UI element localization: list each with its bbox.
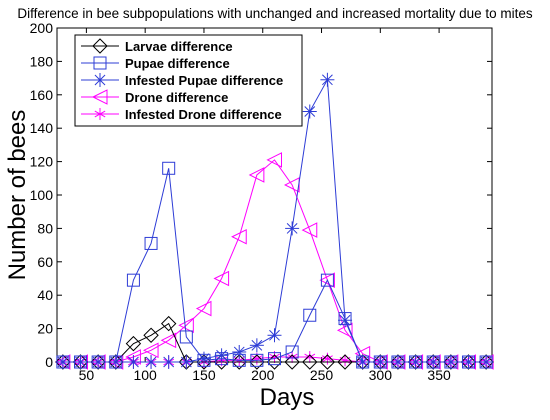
data-point: [461, 355, 476, 369]
y-tick-label: 120: [30, 154, 54, 170]
x-axis-label: Days: [260, 384, 315, 411]
legend-label: Infested Drone difference: [125, 107, 282, 122]
data-point: [320, 273, 334, 287]
data-point: [162, 161, 176, 175]
data-point: [161, 355, 176, 369]
data-point: [268, 352, 281, 366]
legend-label: Pupae difference: [125, 56, 230, 71]
data-point: [55, 355, 70, 369]
x-tick-label: 50: [79, 367, 95, 383]
legend-marker: [93, 73, 107, 87]
data-point: [267, 328, 282, 343]
data-point: [142, 342, 159, 359]
data-point: [303, 308, 317, 322]
y-tick-label: 20: [37, 321, 53, 337]
data-point: [443, 355, 458, 369]
legend-marker: [94, 108, 106, 120]
y-tick-label: 140: [30, 120, 54, 136]
data-point: [285, 345, 299, 359]
legend-marker: [91, 89, 108, 105]
data-point: [126, 273, 140, 287]
legend: Larvae difference Pupae difference Infeste…: [74, 34, 303, 127]
data-point: [302, 104, 317, 119]
y-tick-label: 200: [30, 20, 54, 36]
data-point: [284, 354, 300, 370]
data-point: [408, 355, 423, 369]
data-point: [160, 332, 177, 349]
data-point: [266, 354, 283, 370]
data-point: [231, 228, 247, 245]
x-tick-label: 250: [310, 367, 334, 383]
data-point: [179, 330, 193, 344]
legend-label: Infested Pupae difference: [125, 73, 283, 88]
data-point: [426, 355, 441, 369]
data-point: [108, 355, 123, 369]
data-point: [302, 354, 318, 370]
data-point: [319, 272, 335, 288]
x-tick-label: 300: [369, 367, 393, 383]
data-point: [390, 355, 405, 369]
legend-label: Drone difference: [125, 90, 228, 105]
data-point: [250, 353, 264, 367]
data-point: [213, 270, 230, 287]
data-point: [73, 355, 88, 369]
data-point: [195, 300, 212, 317]
y-tick-label: 80: [37, 220, 53, 236]
data-point: [301, 222, 318, 238]
data-point: [178, 317, 194, 334]
data-point: [179, 355, 194, 369]
data-point: [355, 355, 370, 369]
chart-title: Difference in bee subpopulations with un…: [17, 6, 533, 21]
legend-label: Larvae difference: [125, 39, 233, 54]
data-point: [319, 354, 336, 370]
y-tick-label: 40: [37, 287, 53, 303]
data-point: [479, 355, 494, 369]
data-point: [126, 355, 141, 369]
y-tick-label: 180: [30, 53, 54, 69]
x-tick-label: 100: [133, 367, 157, 383]
data-point: [337, 354, 353, 370]
data-point: [338, 313, 353, 328]
data-point: [248, 167, 265, 183]
y-axis-label: Number of bees: [4, 110, 31, 281]
data-point: [285, 221, 300, 236]
data-point: [144, 355, 159, 369]
x-tick-label: 200: [251, 367, 275, 383]
x-tick-label: 350: [427, 367, 451, 383]
series-2: [55, 72, 494, 369]
data-point: [196, 351, 211, 366]
data-point: [144, 236, 158, 250]
y-tick-label: 100: [30, 187, 54, 203]
y-tick-label: 0: [45, 354, 53, 370]
data-point: [320, 72, 335, 87]
data-point: [125, 335, 142, 352]
data-point: [91, 355, 106, 369]
data-point: [214, 348, 229, 363]
data-point: [160, 315, 177, 332]
legend-marker: [92, 38, 108, 54]
legend-marker: [93, 56, 107, 70]
y-tick-label: 60: [37, 254, 53, 270]
data-point: [232, 344, 247, 359]
data-point: [373, 355, 388, 369]
data-point: [249, 338, 264, 353]
plot-area: 0 20 40 60 80 100 120 140 160 180 200 50 100 150 200 25…: [30, 20, 494, 383]
data-point: [266, 152, 282, 168]
data-point: [143, 327, 159, 343]
x-tick-label: 150: [192, 367, 216, 383]
y-tick-label: 160: [30, 87, 54, 103]
